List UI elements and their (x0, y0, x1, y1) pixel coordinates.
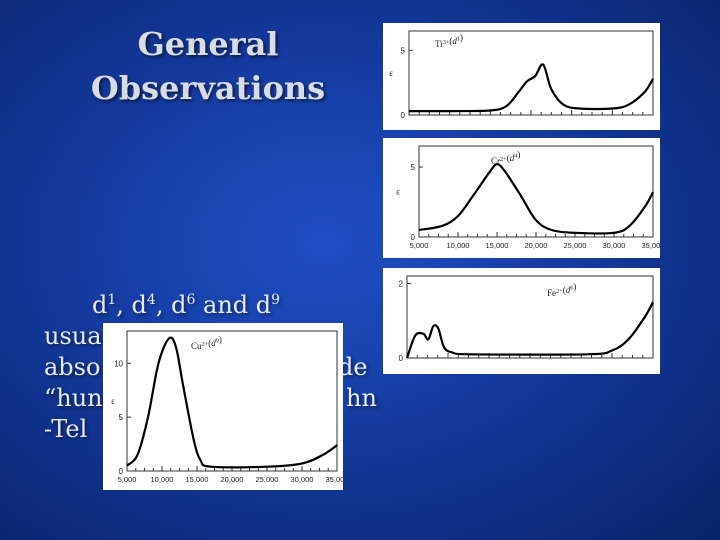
x-tick-label: 15,000 (186, 475, 209, 484)
y-tick-label: 5 (119, 413, 124, 422)
chart-frame (418, 145, 654, 238)
text-fragment: “hun (44, 384, 103, 412)
y-tick-label: 10 (114, 359, 123, 368)
text-fragment: , d (155, 291, 187, 319)
y-tick-label: 2 (399, 279, 404, 288)
text-fragment: , d (116, 291, 147, 319)
x-tick-label: 35,000 (642, 241, 660, 250)
body-line-5: -Tel (44, 414, 404, 445)
spectrum-panel-cu: 0 5 10 ε 5,000 10,000 15,000 20,000 25,000 30,000… (103, 323, 343, 490)
spectrum-panel-cr: 0 5 ε 5,000 10,000 15,000 20,000 25,000 30,000 35… (383, 138, 660, 258)
y-axis-label: ε (389, 68, 393, 78)
body-line-2: usua (44, 321, 404, 352)
text-fragment: abso (44, 353, 101, 381)
x-tick-label: 5,000 (118, 475, 137, 484)
absorption-curve (408, 63, 654, 113)
spectrum-chart-cu: 0 5 10 ε 5,000 10,000 15,000 20,000 25,000 30,000… (111, 330, 343, 484)
absorption-curve (418, 163, 654, 235)
ion-label: Cr2+(d4) (491, 150, 520, 166)
absorption-curve (126, 336, 338, 469)
text-fragment: -Tel (44, 415, 88, 443)
x-tick-label: 25,000 (256, 475, 279, 484)
superscript: 4 (146, 292, 156, 308)
chart-frame (126, 330, 338, 472)
spectrum-chart-cr: 0 5 ε 5,000 10,000 15,000 20,000 25,000 30,000 35… (396, 145, 660, 250)
x-tick-label: 10,000 (151, 475, 174, 484)
text-fragment: and d (195, 291, 272, 319)
absorption-curve (405, 301, 654, 359)
y-axis-label: ε (396, 187, 400, 197)
body-text: d1, d4, d6 and d9 usua abso de “hun hn -Te… (44, 290, 404, 445)
y-tick-label: 5 (411, 163, 416, 172)
x-tick-label: 20,000 (221, 475, 244, 484)
text-fragment: d (92, 291, 108, 319)
y-tick-label: 5 (401, 46, 406, 55)
y-tick-label: 0 (399, 354, 404, 363)
slide-title: General Observations (78, 22, 338, 110)
y-axis-label: ε (111, 396, 115, 406)
x-tick-label: 25,000 (564, 241, 587, 250)
spectrum-panel-ti: 0 5 ε Ti3+(d1) (383, 23, 660, 130)
spectrum-chart-fe: 0 2 Fe2+(d6) (399, 275, 654, 363)
body-line-1: d1, d4, d6 and d9 (44, 290, 404, 321)
ion-label: Fe2+(d6) (547, 282, 576, 298)
x-tick-label: 30,000 (603, 241, 626, 250)
ion-label: Ti3+(d1) (435, 33, 463, 49)
x-tick-label: 30,000 (291, 475, 314, 484)
superscript: 1 (107, 292, 117, 308)
title-line-2: Observations (90, 69, 326, 107)
x-tick-label: 5,000 (410, 241, 429, 250)
y-tick-label: 0 (411, 233, 416, 242)
title-line-1: General (137, 25, 279, 63)
ion-label: Cu2+(d9) (191, 335, 222, 351)
y-tick-label: 0 (119, 467, 124, 476)
x-tick-label: 10,000 (447, 241, 470, 250)
x-tick-label: 20,000 (525, 241, 548, 250)
spectrum-panel-fe: 0 2 Fe2+(d6) (383, 268, 660, 374)
text-fragment: hn (346, 384, 377, 412)
superscript: 9 (271, 292, 281, 308)
x-tick-label: 35,000 (326, 475, 343, 484)
y-tick-label: 0 (401, 111, 406, 120)
x-tick-label: 15,000 (486, 241, 509, 250)
body-line-4: “hun hn (44, 383, 404, 414)
text-fragment: usua (44, 322, 102, 350)
superscript: 6 (186, 292, 196, 308)
spectrum-chart-ti: 0 5 ε Ti3+(d1) (389, 30, 654, 120)
